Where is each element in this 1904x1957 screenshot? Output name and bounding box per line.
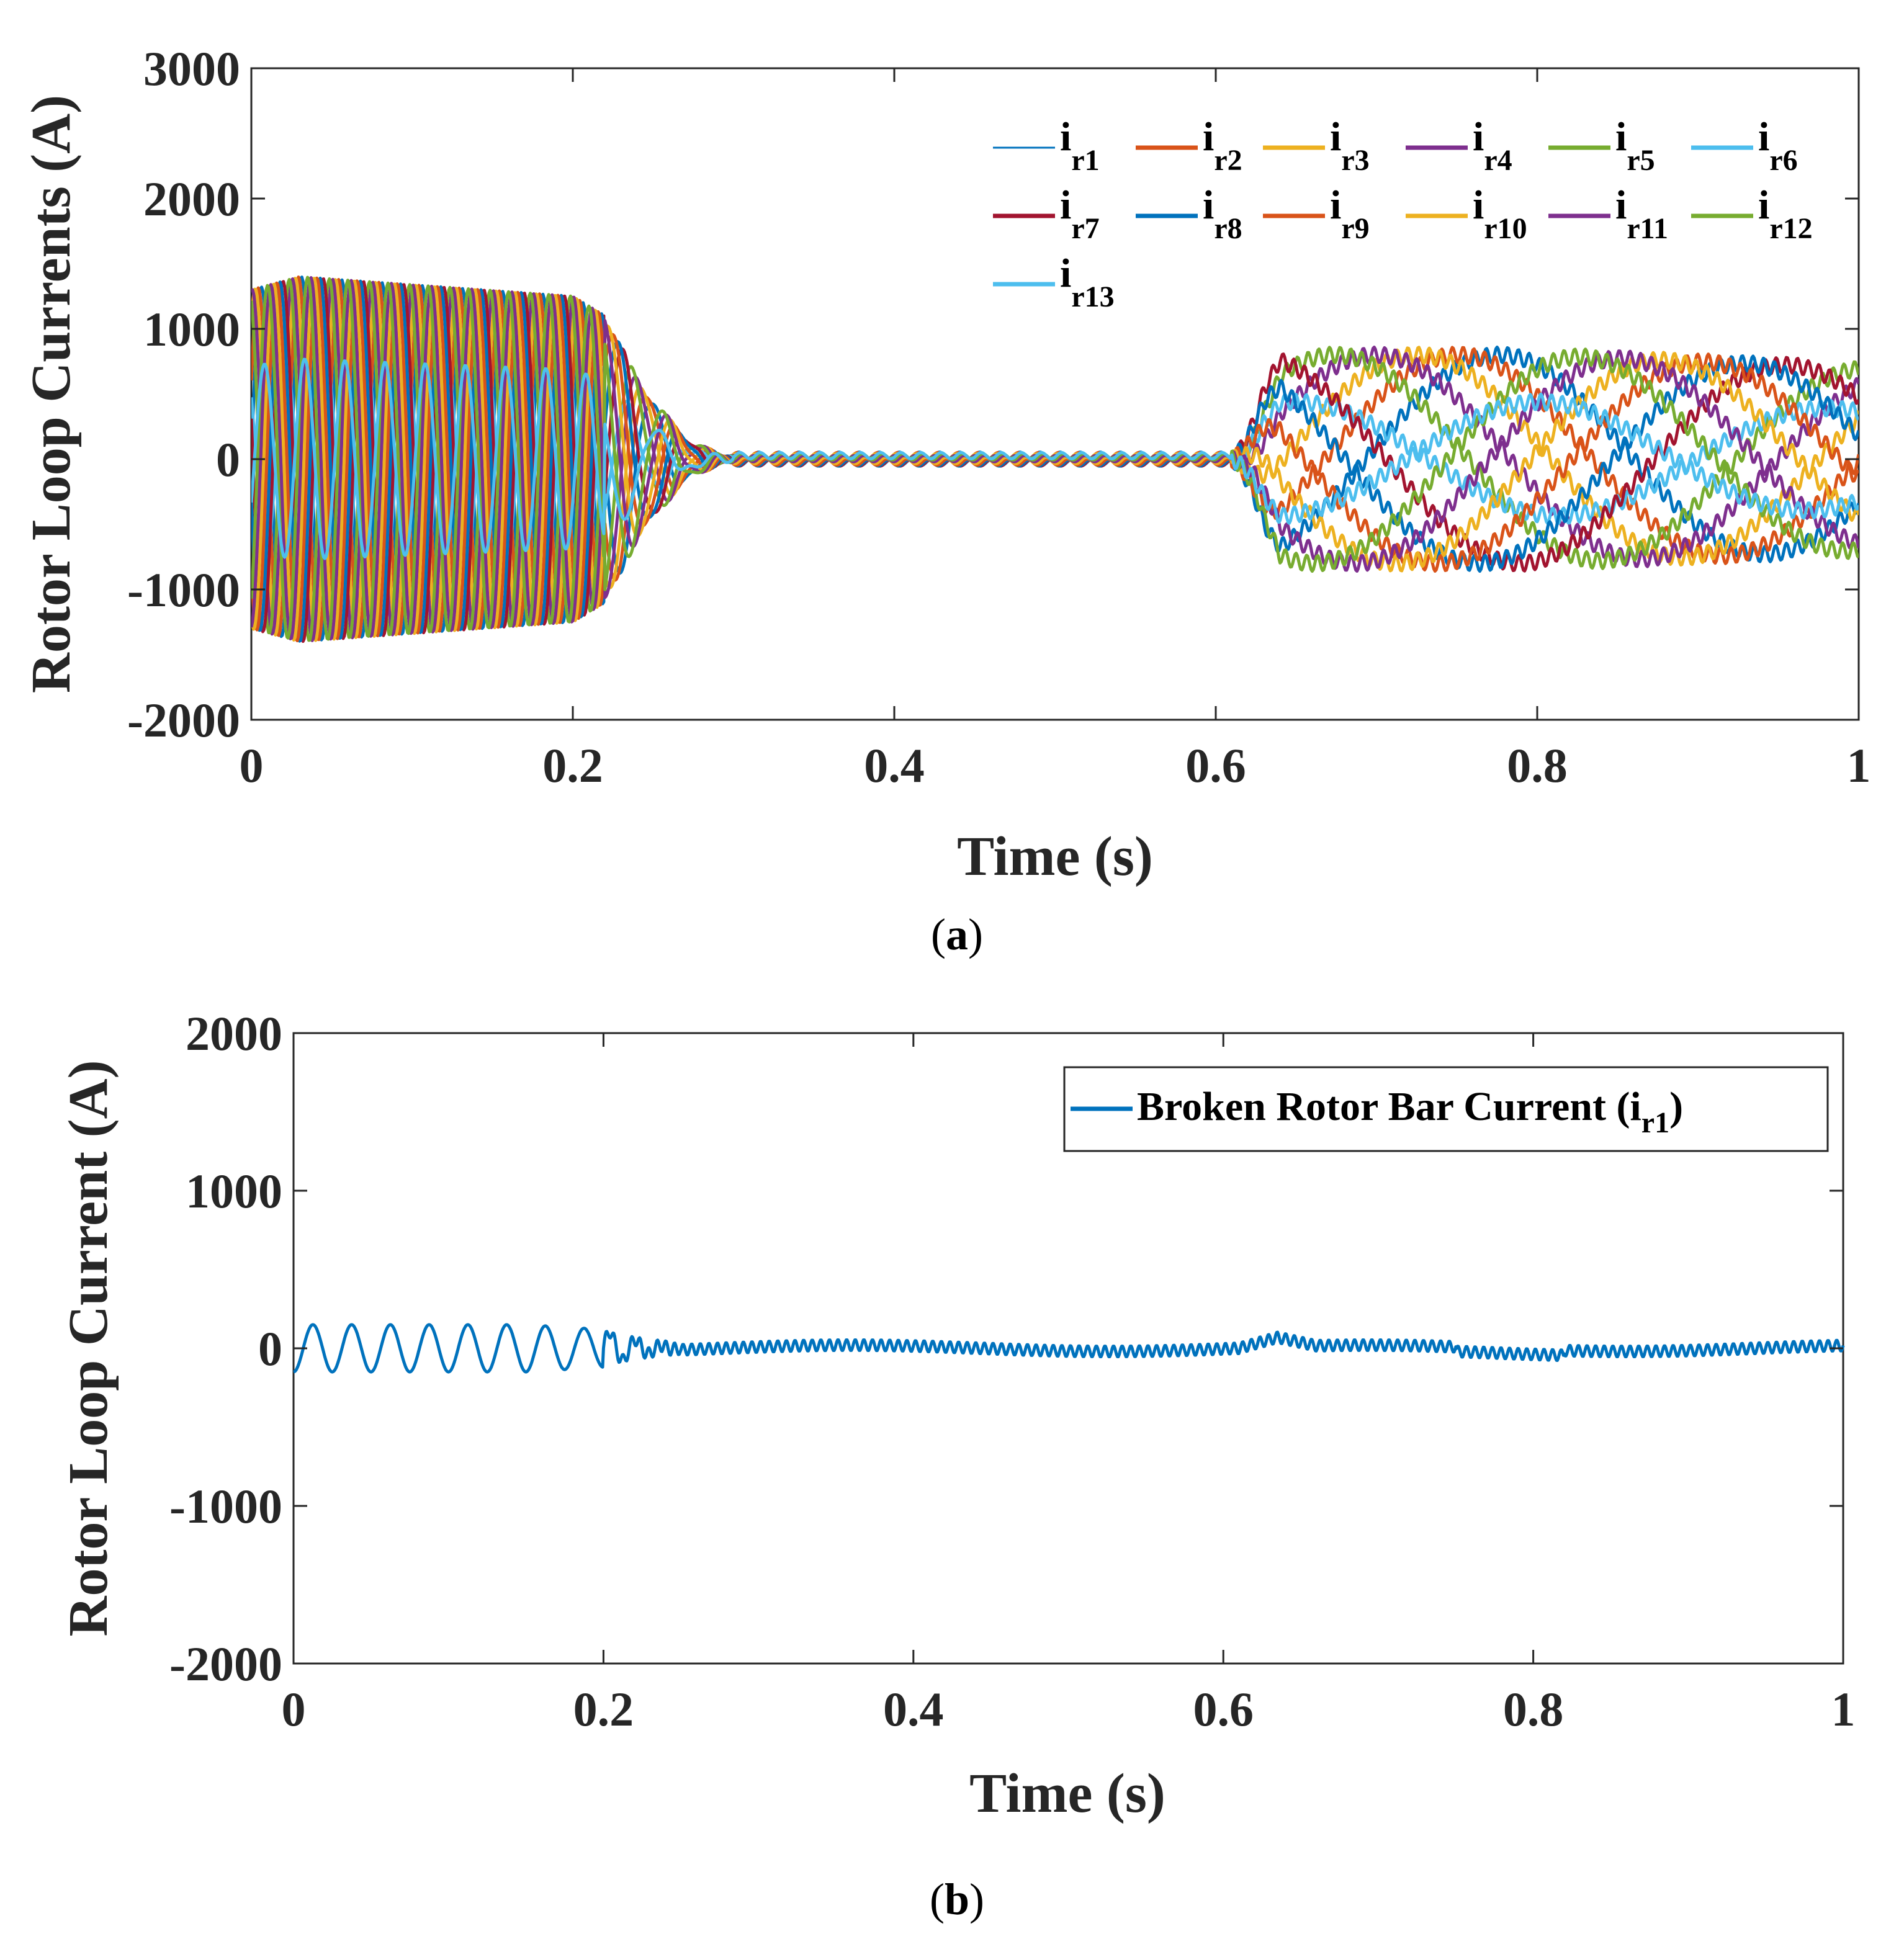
a-ytick-label: 2000 — [143, 172, 240, 226]
legend-label-b: Broken Rotor Bar Current (ir1) — [1137, 1084, 1683, 1139]
b-ytick-label: 2000 — [186, 1006, 282, 1060]
b-ytick-label: -1000 — [169, 1479, 282, 1533]
b-xtick-label: 0.2 — [573, 1682, 634, 1736]
series-line-r11 — [251, 276, 1859, 641]
y-axis-label-a: Rotor Loop Currents (A) — [20, 95, 82, 693]
series-line-r13 — [251, 357, 1859, 560]
x-axis-label-b: Time (s) — [969, 1763, 1165, 1824]
caption-b: (b) — [930, 1874, 984, 1924]
a-ytick-label: -2000 — [127, 693, 240, 747]
b-xtick-label: 0.6 — [1193, 1682, 1254, 1736]
legend-label-r6: ir6 — [1758, 114, 1798, 177]
a-ytick-label: 1000 — [143, 302, 240, 356]
b-xtick-label: 0.4 — [883, 1682, 944, 1736]
b-ytick-label: -2000 — [169, 1637, 282, 1691]
legend-label-r1: ir1 — [1060, 114, 1100, 177]
a-xtick-label: 1 — [1847, 738, 1871, 792]
b-ytick-label: 0 — [258, 1322, 282, 1376]
series-group-a — [251, 275, 1859, 643]
legend-label-r13: ir13 — [1060, 251, 1115, 313]
a-ytick-label: 3000 — [143, 42, 240, 96]
a-ytick-label: -1000 — [127, 563, 240, 617]
legend-box-b — [1063, 1066, 1829, 1152]
legend-label-r5: ir5 — [1615, 114, 1655, 177]
legend-label-r12: ir12 — [1758, 182, 1813, 245]
legend-label-r7: ir7 — [1060, 182, 1100, 245]
legend-label-r10: ir10 — [1473, 182, 1527, 245]
x-axis-label-a: Time (s) — [957, 826, 1153, 887]
ticks-b: 0 0.2 0.4 0.6 0.8 1 -2000 -1000 0 1000 2000 — [169, 1006, 1855, 1736]
a-xtick-label: 0.6 — [1185, 738, 1246, 792]
legend-a: ir1 ir2 ir3 ir4 ir5 ir6 ir7 ir8 ir9 ir10 ir11 ir12 i… — [993, 114, 1813, 313]
legend-b: Broken Rotor Bar Current (ir1) — [1063, 1066, 1829, 1152]
ticks-a: 0 0.2 0.4 0.6 0.8 1 -2000 -1000 0 1000 2000 3000 — [127, 42, 1870, 792]
panel-b: 0 0.2 0.4 0.6 0.8 1 -2000 -1000 0 1000 2000 Broken… — [58, 1006, 1856, 1924]
legend-label-r9: ir9 — [1330, 182, 1370, 245]
b-ytick-label: 1000 — [186, 1164, 282, 1218]
legend-label-r8: ir8 — [1203, 182, 1242, 245]
b-xtick-label: 0.8 — [1503, 1682, 1564, 1736]
b-xtick-label: 1 — [1831, 1682, 1856, 1736]
a-ytick-label: 0 — [216, 432, 240, 486]
legend-label-r2: ir2 — [1203, 114, 1242, 177]
a-xtick-label: 0.8 — [1507, 738, 1568, 792]
panel-a: 0 0.2 0.4 0.6 0.8 1 -2000 -1000 0 1000 2000 3000 ir… — [20, 42, 1871, 959]
b-xtick-label: 0 — [282, 1682, 306, 1736]
a-xtick-label: 0.2 — [542, 738, 603, 792]
legend-label-r11: ir11 — [1615, 182, 1668, 245]
y-axis-label-b: Rotor Loop Current (A) — [58, 1060, 119, 1636]
caption-a: (a) — [931, 910, 983, 959]
series-line-broken-bar — [292, 1323, 1845, 1374]
series-group-b — [292, 1323, 1845, 1374]
series-line-r10 — [251, 277, 1859, 642]
legend-label-r4: ir4 — [1473, 114, 1512, 177]
legend-label-r3: ir3 — [1330, 114, 1370, 177]
series-line-r12 — [251, 275, 1859, 641]
a-xtick-label: 0.4 — [864, 738, 925, 792]
a-xtick-label: 0 — [240, 738, 264, 792]
